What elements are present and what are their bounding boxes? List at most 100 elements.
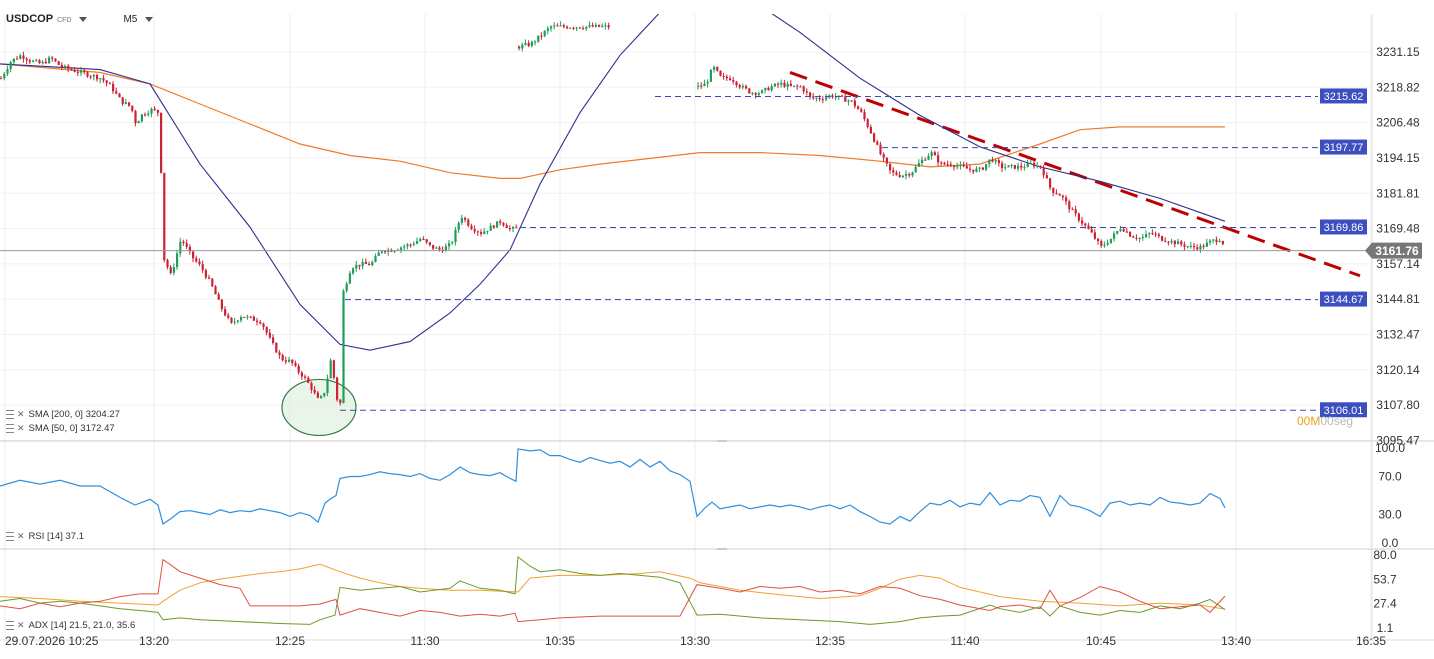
symbol-dropdown-icon[interactable] (79, 16, 88, 22)
time-axis-label: 12:25 (275, 634, 305, 648)
candle-bull (905, 174, 908, 176)
indicator-settings-icon[interactable] (6, 424, 14, 433)
candle-bear (1074, 209, 1077, 214)
candle-bear (249, 316, 252, 318)
rsi-axis-label: 100.0 (1375, 441, 1405, 455)
candle-bull (1186, 246, 1189, 248)
legend-sma200-label: SMA [200, 0] 3204.27 (28, 409, 120, 420)
candle-bear (70, 68, 73, 70)
candle-bull (400, 247, 403, 250)
remove-indicator-icon[interactable]: ✕ (17, 620, 25, 630)
candle-bull (486, 230, 489, 232)
time-axis-label: 16:35 (1356, 634, 1386, 648)
candle-bear (799, 86, 802, 88)
candle-bull (345, 283, 348, 291)
candle-bull (1218, 241, 1221, 243)
candle-bear (940, 162, 943, 164)
indicator-settings-icon[interactable] (6, 532, 14, 541)
candle-bear (556, 25, 559, 27)
candles (0, 21, 1224, 406)
legend-sma50-label: SMA [50, 0] 3172.47 (28, 423, 115, 434)
candle-bull (994, 160, 997, 162)
time-axis-label: 13:30 (680, 634, 710, 648)
candle-bear (38, 60, 41, 64)
candle-bear (805, 91, 808, 93)
candle-bear (1173, 240, 1176, 245)
candle-bull (770, 86, 773, 91)
candle-bear (1161, 236, 1164, 241)
candle-bull (32, 60, 35, 62)
candle-bear (722, 75, 725, 77)
candle-bear (745, 85, 748, 89)
candle-bear (598, 24, 601, 27)
candle-bull (355, 264, 358, 269)
candle-bear (527, 43, 530, 46)
candle-bear (1151, 233, 1154, 235)
candle-bear (1125, 231, 1128, 233)
symbol-label[interactable]: USDCOP (6, 13, 54, 25)
candle-bear (965, 166, 968, 169)
pane-resize-handle[interactable] (717, 440, 727, 442)
candle-bear (243, 316, 246, 318)
candle-bear (518, 46, 521, 49)
remove-indicator-icon[interactable]: ✕ (17, 409, 25, 419)
candle-bear (1049, 178, 1052, 188)
candle-bear (1180, 241, 1183, 245)
candle-bear (166, 259, 169, 268)
candle-bear (1157, 234, 1160, 237)
indicator-lines (0, 14, 1226, 625)
candle-bear (153, 108, 156, 110)
candle-bear (144, 114, 147, 116)
candle-bear (933, 152, 936, 156)
candle-bull (137, 121, 140, 124)
candle-bear (473, 229, 476, 232)
timeframe-dropdown-icon[interactable] (145, 16, 154, 22)
candle-bear (841, 95, 844, 97)
candle-bull (815, 97, 818, 99)
candle-bear (895, 172, 898, 175)
price-axis-label: 3144.81 (1376, 292, 1420, 306)
candle-bull (99, 78, 102, 80)
candle-bear (185, 243, 188, 247)
candle-bull (435, 247, 438, 249)
candle-bear (1058, 194, 1061, 196)
timeframe-selector[interactable]: M5 (123, 13, 138, 25)
candle-bear (217, 294, 220, 300)
remove-indicator-icon[interactable]: ✕ (17, 423, 25, 433)
candle-bear (384, 251, 387, 253)
candle-bull (454, 229, 457, 243)
candle-bear (339, 399, 342, 404)
candle-bear (738, 85, 741, 88)
candle-bull (786, 83, 789, 87)
time-axis-label: 13:20 (139, 634, 169, 648)
candle-bear (163, 172, 166, 260)
candle-bear (76, 71, 79, 73)
candle-bear (16, 58, 19, 60)
indicator-settings-icon[interactable] (6, 621, 14, 630)
candle-bear (310, 382, 313, 390)
candle-bear (562, 25, 565, 27)
candle-bear (294, 362, 297, 366)
candle-bear (252, 316, 255, 321)
candle-bull (1103, 244, 1106, 246)
candle-bear (591, 25, 594, 27)
candle-bull (956, 165, 959, 168)
candle-bull (80, 70, 83, 73)
pane-resize-handle[interactable] (717, 548, 727, 550)
candle-bear (470, 225, 473, 230)
remove-indicator-icon[interactable]: ✕ (17, 531, 25, 541)
rsi-line (0, 448, 1226, 525)
candle-bull (1010, 164, 1013, 166)
candle-bear (182, 241, 185, 244)
candle-bear (1090, 229, 1093, 233)
candle-bear (227, 315, 230, 318)
candle-bear (57, 61, 60, 65)
level-tag (1320, 219, 1367, 235)
indicator-settings-icon[interactable] (6, 410, 14, 419)
candle-bear (889, 163, 892, 171)
candle-bear (844, 96, 847, 102)
candle-bear (118, 93, 121, 98)
candle-bear (156, 109, 159, 113)
candle-bull (361, 262, 364, 267)
